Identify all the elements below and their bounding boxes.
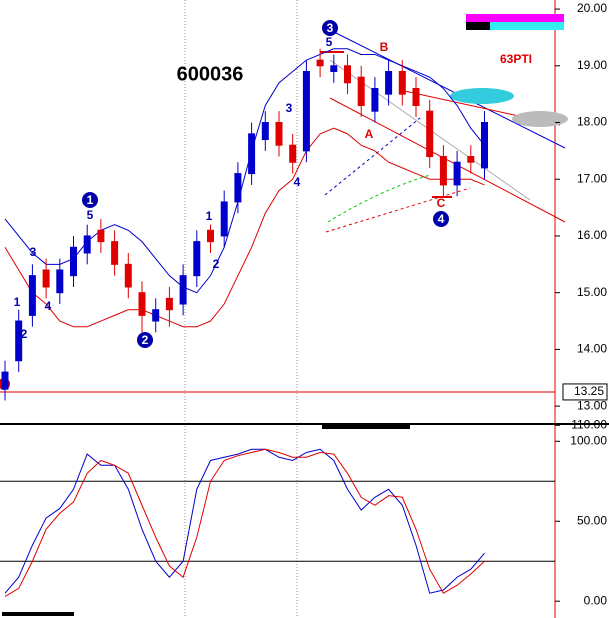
candle-body [138, 292, 146, 316]
candle-body [453, 161, 461, 186]
wave-label: A [365, 127, 374, 141]
candle-body [28, 275, 36, 316]
wave-label: 4 [294, 175, 301, 189]
candle-body [83, 235, 91, 254]
y-tick-label: 13.00 [577, 398, 607, 412]
wave-circle [82, 192, 98, 208]
oscillator-line [4, 448, 485, 597]
candle-body [248, 133, 256, 175]
candle-body [261, 122, 269, 141]
y-tick-label: 100.00 [570, 433, 607, 447]
y-tick-label: 110.00 [571, 417, 607, 431]
band-line [4, 127, 485, 328]
candle-body [481, 122, 488, 169]
wave-label: 2 [142, 333, 149, 347]
wave-label: C [437, 196, 446, 210]
candle-body [439, 156, 447, 186]
candle-body [97, 229, 105, 243]
candle-body [302, 70, 310, 152]
symbol: 600036 [177, 63, 244, 85]
wave-label: 3 [286, 101, 293, 115]
last-price-label: 13.25 [574, 384, 604, 398]
y-tick-label: 0.00 [584, 593, 608, 607]
wave-label: 3 [327, 21, 334, 35]
candle-body [289, 144, 297, 163]
wave-label: 5 [87, 208, 94, 222]
y-tick-label: 20.00 [577, 1, 607, 15]
y-tick-label: 19.00 [577, 58, 607, 72]
candle-body [152, 309, 160, 322]
wave-label: 3 [30, 245, 37, 259]
candle-body [15, 320, 23, 362]
y-tick-label: 15.00 [577, 285, 607, 299]
candle-body [193, 241, 201, 277]
y-tick-label: 14.00 [577, 342, 607, 356]
scroll-marker [2, 612, 74, 616]
wave-label: B [380, 40, 389, 54]
candle-body [412, 87, 420, 106]
wave-label: 5 [326, 35, 333, 49]
wave-circle [137, 332, 153, 348]
scroll-marker [322, 425, 410, 429]
wave-label: 4 [45, 299, 52, 313]
candle-body [344, 65, 351, 84]
wave-label: 1 [87, 193, 94, 207]
wave-label: 2 [213, 257, 220, 271]
candle-body [371, 87, 379, 112]
candle-body [42, 269, 50, 288]
oscillator-line [4, 448, 485, 594]
candle-body [234, 173, 242, 203]
indicator-label: 63PTI [500, 52, 532, 66]
wave-label: 1 [206, 209, 213, 223]
candle-body [330, 65, 338, 72]
candle-body [70, 246, 77, 277]
y-tick-label: 17.00 [577, 171, 607, 185]
candle-body [398, 70, 406, 95]
candle-body [357, 76, 365, 106]
candle-body [207, 229, 214, 243]
candle-body [111, 241, 119, 265]
candle-body [220, 201, 228, 237]
y-tick-label: 18.00 [577, 115, 607, 129]
candle-body [316, 59, 324, 67]
wave-label: 1 [14, 295, 21, 309]
candle-body [179, 275, 187, 305]
y-tick-label: 16.00 [577, 228, 607, 242]
candle-body [56, 269, 64, 294]
wave-label: 4 [438, 212, 445, 226]
last-price-box [562, 383, 608, 401]
wave-circle [322, 20, 338, 36]
wave-circle [433, 211, 449, 227]
y-tick-label: 50.00 [577, 513, 607, 527]
candle-body [165, 297, 173, 311]
candle-body [275, 122, 283, 146]
wave-label: 2 [21, 327, 28, 341]
candle-body [385, 70, 393, 95]
candle-body [467, 156, 475, 163]
candle-body [124, 263, 132, 288]
candle-body [1, 371, 9, 390]
candle-body [426, 110, 434, 158]
